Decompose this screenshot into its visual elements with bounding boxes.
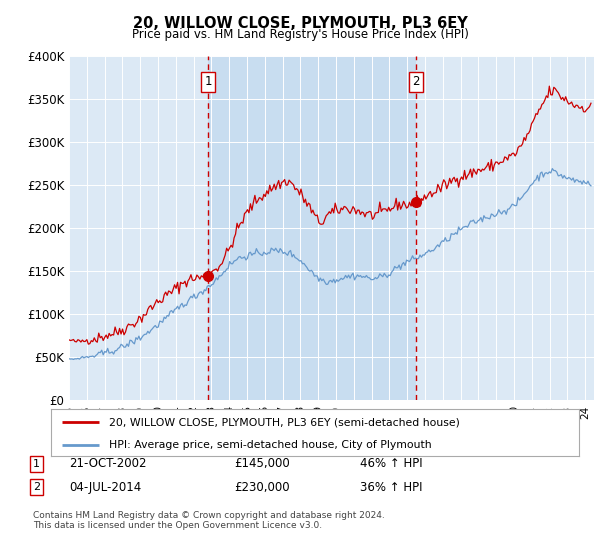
Text: 1: 1 (33, 459, 40, 469)
Text: £145,000: £145,000 (234, 457, 290, 470)
Text: 04-JUL-2014: 04-JUL-2014 (69, 480, 141, 494)
Text: 2: 2 (412, 76, 420, 88)
Text: 2: 2 (33, 482, 40, 492)
Text: 20, WILLOW CLOSE, PLYMOUTH, PL3 6EY: 20, WILLOW CLOSE, PLYMOUTH, PL3 6EY (133, 16, 467, 31)
Bar (208, 56, 416, 400)
Text: 36% ↑ HPI: 36% ↑ HPI (360, 480, 422, 494)
Text: 21-OCT-2002: 21-OCT-2002 (69, 457, 146, 470)
Text: Price paid vs. HM Land Registry's House Price Index (HPI): Price paid vs. HM Land Registry's House … (131, 28, 469, 41)
Text: 46% ↑ HPI: 46% ↑ HPI (360, 457, 422, 470)
Text: 1: 1 (204, 76, 212, 88)
Text: HPI: Average price, semi-detached house, City of Plymouth: HPI: Average price, semi-detached house,… (109, 440, 432, 450)
Text: £230,000: £230,000 (234, 480, 290, 494)
Text: Contains HM Land Registry data © Crown copyright and database right 2024.
This d: Contains HM Land Registry data © Crown c… (33, 511, 385, 530)
Text: 20, WILLOW CLOSE, PLYMOUTH, PL3 6EY (semi-detached house): 20, WILLOW CLOSE, PLYMOUTH, PL3 6EY (sem… (109, 417, 460, 427)
